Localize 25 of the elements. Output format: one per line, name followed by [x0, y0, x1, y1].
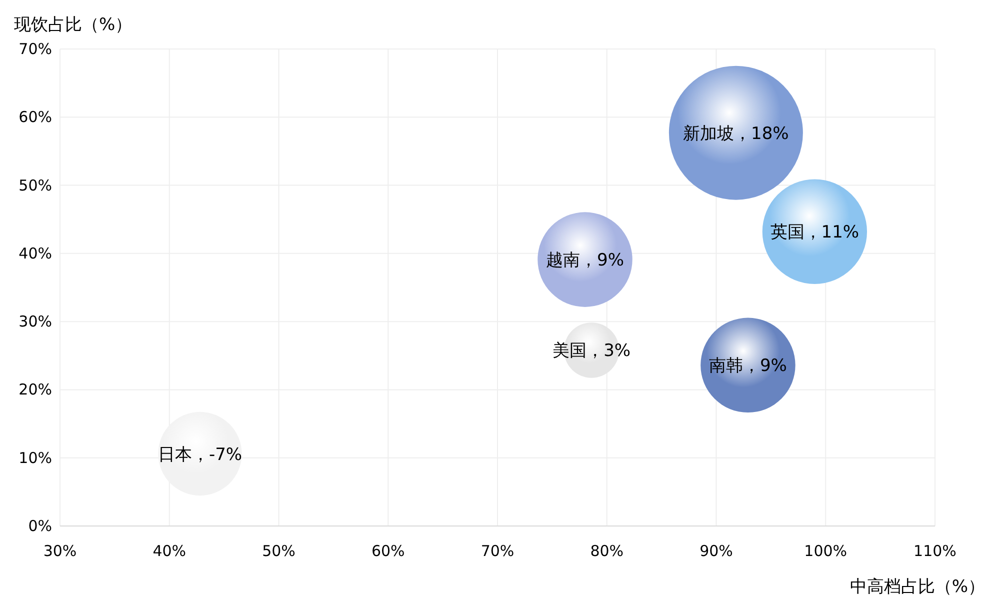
x-tick-label: 100% — [804, 542, 848, 560]
y-tick-label: 0% — [28, 517, 52, 535]
x-tick-label: 30% — [43, 542, 77, 560]
annotation: 越南，9% — [546, 250, 624, 271]
x-tick-label: 110% — [914, 542, 956, 560]
x-tick-label: 80% — [590, 542, 624, 560]
annotation: 南韩，9% — [708, 356, 787, 376]
y-tick-label: 10% — [18, 448, 52, 467]
x-tick-label: 50% — [262, 542, 296, 560]
annotation: 新加坡，18% — [683, 124, 789, 144]
y-tick-label: 40% — [18, 244, 52, 262]
annotation: 英国，11% — [770, 222, 860, 243]
x-tick-label: 40% — [152, 542, 186, 560]
x-tick-label: 90% — [700, 542, 733, 560]
x-tick-label: 70% — [480, 542, 514, 560]
x-tick-label: 60% — [371, 542, 405, 560]
y-tick-label: 60% — [18, 108, 52, 126]
x-axis-title: 中高档占比（%） — [850, 577, 985, 596]
annotation: 美国，3% — [552, 341, 631, 362]
y-tick-label: 50% — [18, 176, 52, 194]
y-axis-title: 现饮占比（%） — [14, 15, 132, 35]
y-tick-label: 30% — [18, 312, 52, 331]
annotation: 日本，-7% — [158, 444, 242, 465]
y-tick-label: 70% — [18, 40, 52, 58]
y-tick-label: 20% — [18, 380, 52, 399]
